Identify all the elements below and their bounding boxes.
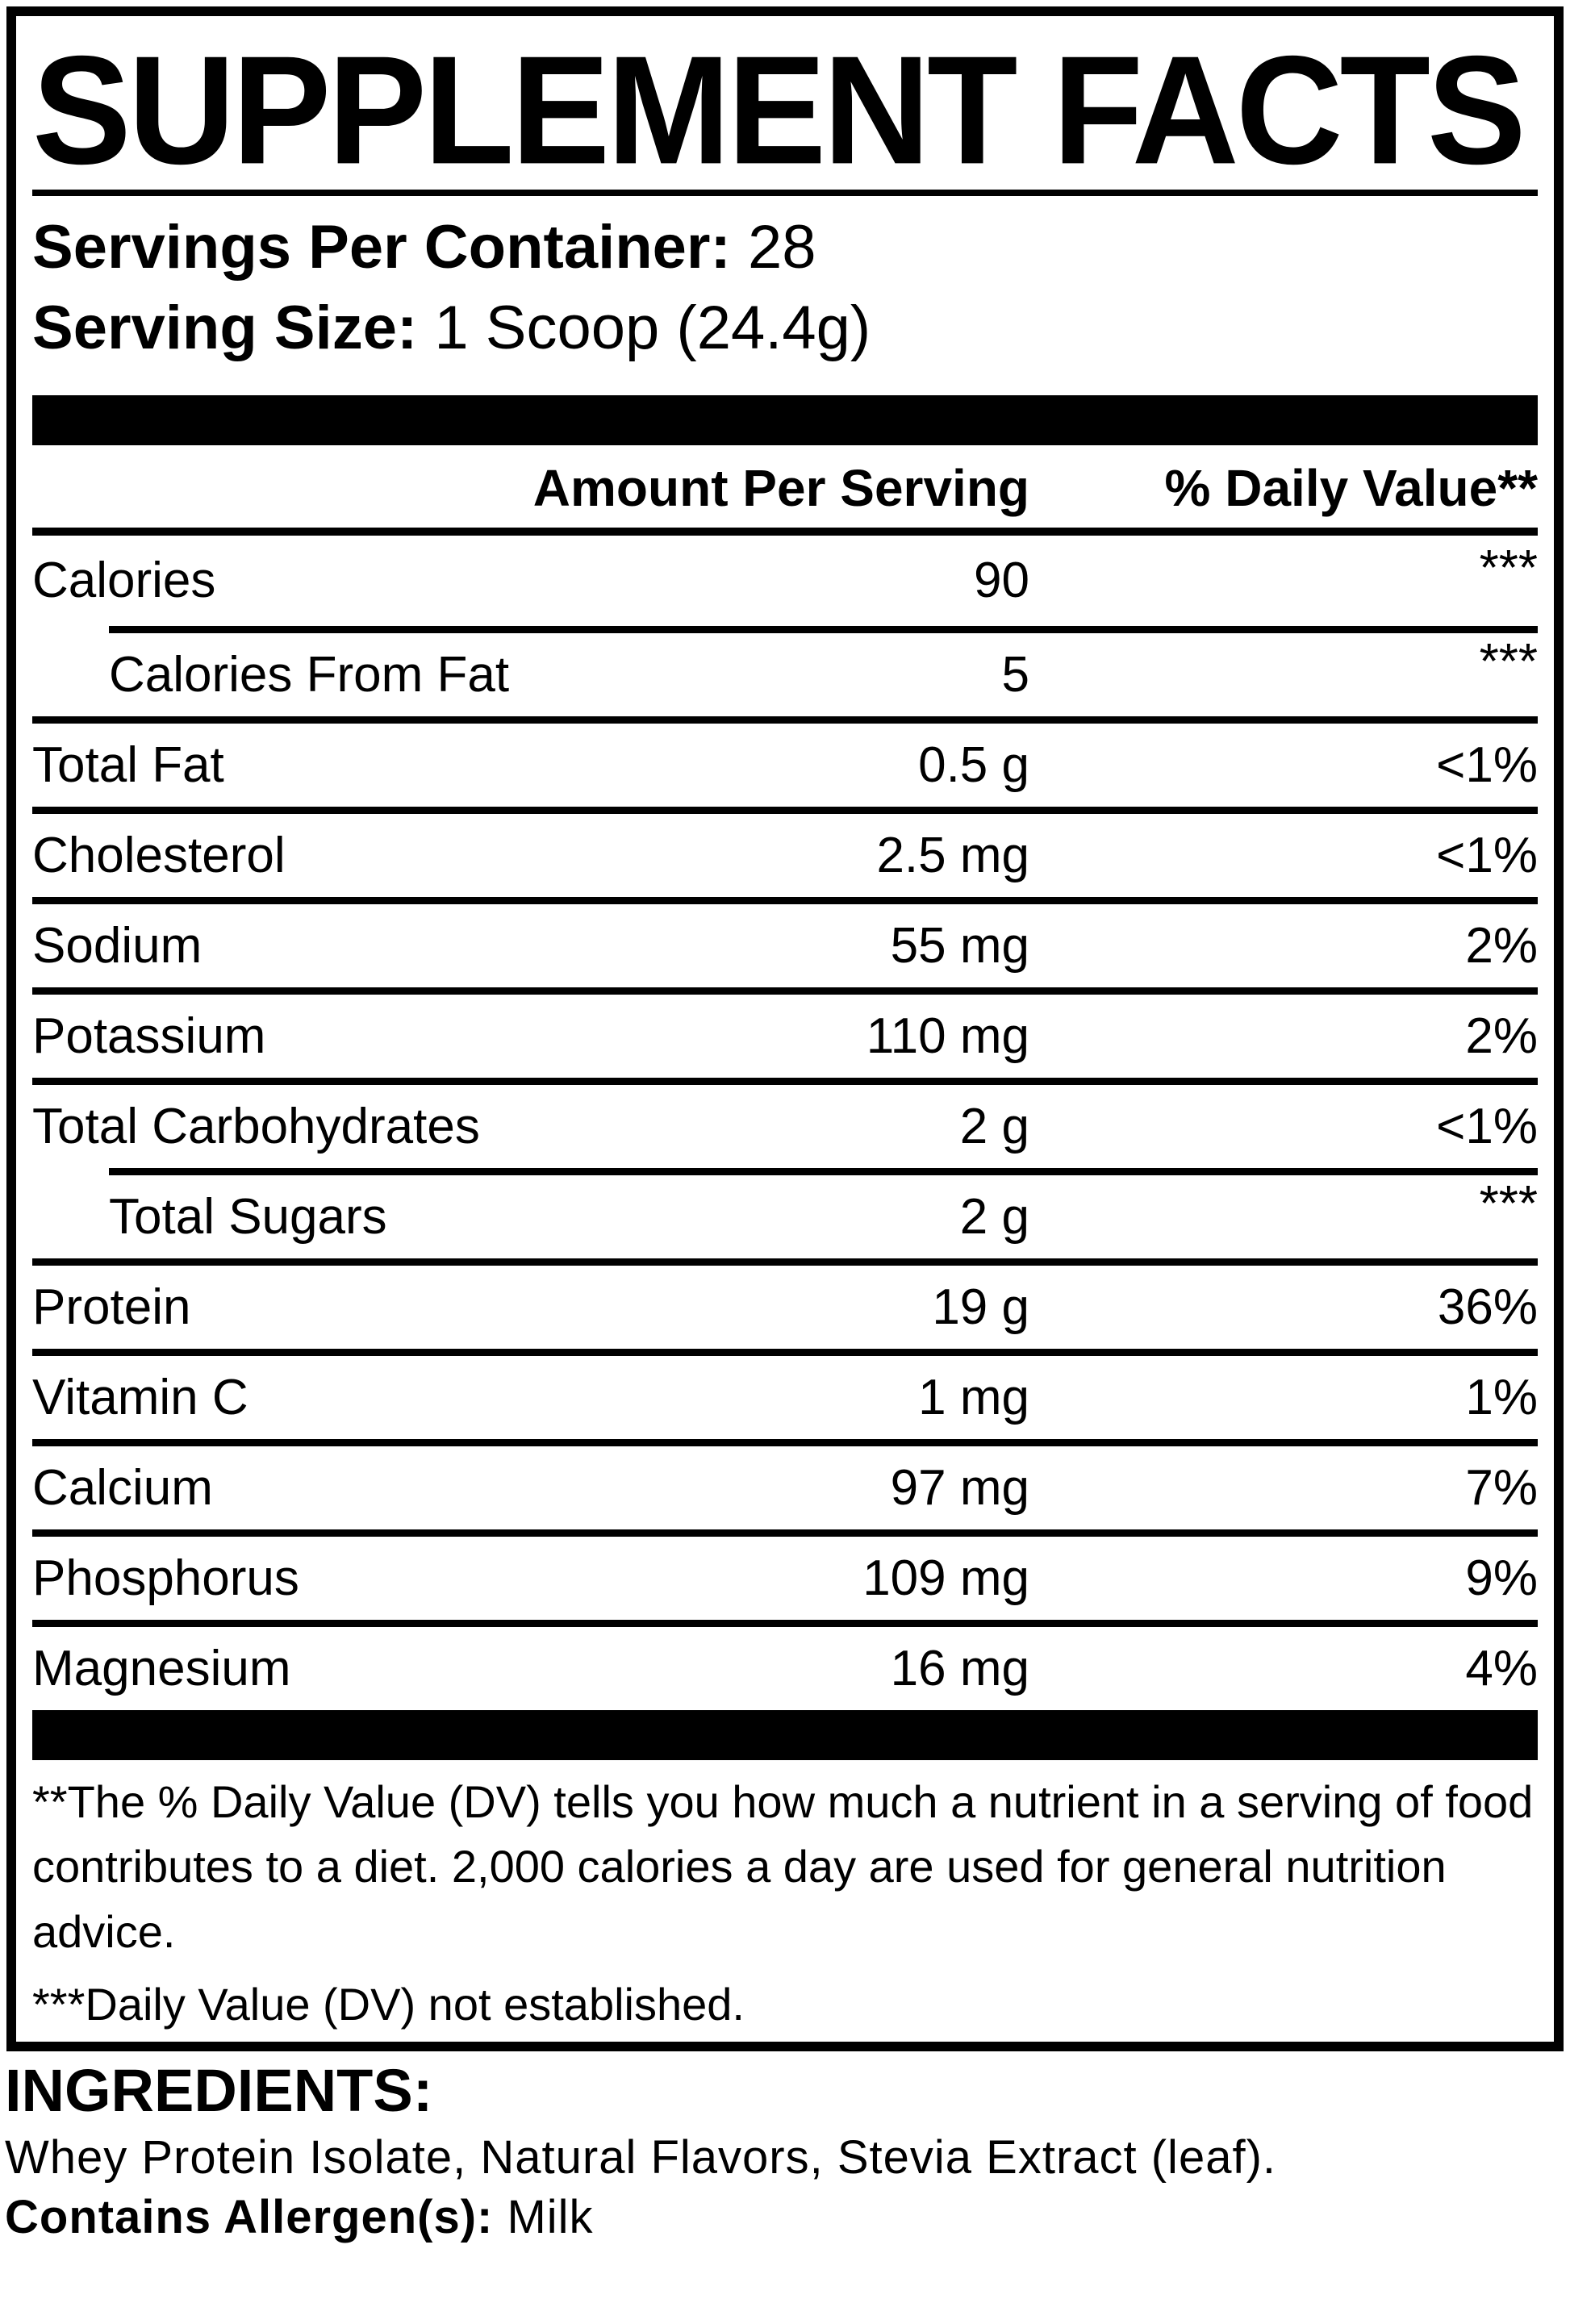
daily-value-header: % Daily Value** <box>1164 458 1538 517</box>
nutrient-amount: 5 <box>1001 646 1029 703</box>
nutrient-dv: <1% <box>1436 1098 1538 1154</box>
footnotes: **The % Daily Value (DV) tells you how m… <box>32 1760 1538 2041</box>
nutrient-name: Total Fat <box>32 736 224 793</box>
nutrient-amount: 2 g <box>959 1098 1029 1154</box>
amount-per-serving-header: Amount Per Serving <box>532 458 1029 517</box>
nutrient-dv: *** <box>1479 540 1538 596</box>
nutrient-amount: 2 g <box>959 1188 1029 1245</box>
allergen-label: Contains Allergen(s): <box>5 2190 494 2243</box>
nutrient-name: Protein <box>32 1279 191 1335</box>
label-title: SUPPLEMENT FACTS <box>32 23 1526 196</box>
nutrient-name: Phosphorus <box>32 1550 299 1606</box>
nutrient-name: Calories <box>32 553 216 609</box>
nutrient-row: Sodium 55 mg 2% <box>32 897 1538 987</box>
servings-per-container-label: Servings Per Container: <box>32 213 731 282</box>
allergen-value: Milk <box>507 2190 594 2243</box>
section-bar-bottom <box>32 1710 1538 1761</box>
ingredients-list: Whey Protein Isolate, Natural Flavors, S… <box>5 2130 1276 2184</box>
nutrient-name: Total Sugars <box>109 1188 387 1245</box>
header-divider <box>32 528 1538 536</box>
nutrient-row: Potassium 110 mg 2% <box>32 987 1538 1078</box>
column-header-row: Amount Per Serving % Daily Value** <box>32 445 1538 528</box>
nutrient-amount: 0.5 g <box>918 736 1029 793</box>
nutrient-name: Cholesterol <box>32 827 286 883</box>
footnote-daily-value: **The % Daily Value (DV) tells you how m… <box>32 1776 1534 1957</box>
nutrient-amount: 2.5 mg <box>876 827 1029 883</box>
nutrient-amount: 97 mg <box>890 1459 1029 1516</box>
nutrient-dv: 7% <box>1465 1459 1538 1516</box>
serving-size-line: Serving Size: 1 Scoop (24.4g) <box>32 293 1538 363</box>
nutrient-amount: 55 mg <box>890 917 1029 974</box>
title-divider <box>32 190 1538 197</box>
ingredients-section: INGREDIENTS: Whey Protein Isolate, Natur… <box>5 2056 1562 2243</box>
supplement-label: SUPPLEMENT FACTS Servings Per Container:… <box>6 6 1564 2051</box>
nutrient-row: Phosphorus 109 mg 9% <box>32 1529 1538 1620</box>
section-bar-top <box>32 394 1538 445</box>
servings-per-container-line: Servings Per Container: 28 <box>32 212 1538 282</box>
nutrient-dv: 9% <box>1465 1550 1538 1606</box>
serving-size-label: Serving Size: <box>32 293 418 362</box>
nutrient-dv: <1% <box>1436 736 1538 793</box>
nutrient-amount: 109 mg <box>862 1550 1029 1606</box>
nutrient-row: Calories From Fat 5 *** <box>109 626 1538 716</box>
nutrient-name: Calories From Fat <box>109 646 510 703</box>
servings-per-container-value: 28 <box>747 213 816 282</box>
nutrient-name: Vitamin C <box>32 1369 248 1425</box>
nutrient-row: Calories 90 *** <box>32 536 1538 626</box>
nutrient-row: Magnesium 16 mg 4% <box>32 1620 1538 1710</box>
nutrient-row: Calcium 97 mg 7% <box>32 1439 1538 1529</box>
nutrient-row: Protein 19 g 36% <box>32 1258 1538 1349</box>
nutrient-name: Magnesium <box>32 1640 291 1696</box>
nutrient-row: Vitamin C 1 mg 1% <box>32 1349 1538 1439</box>
nutrient-amount: 90 <box>974 553 1029 609</box>
nutrient-table: Calories 90 *** Calories From Fat 5 *** … <box>32 536 1538 1710</box>
nutrient-name: Sodium <box>32 917 203 974</box>
nutrient-dv: 1% <box>1465 1369 1538 1425</box>
nutrient-row: Total Carbohydrates 2 g <1% <box>32 1078 1538 1168</box>
nutrient-amount: 16 mg <box>890 1640 1029 1696</box>
nutrient-dv: *** <box>1479 1176 1538 1233</box>
nutrient-name: Total Carbohydrates <box>32 1098 480 1154</box>
nutrient-row: Total Fat 0.5 g <1% <box>32 716 1538 807</box>
allergen-line: Contains Allergen(s): Milk <box>5 2190 1562 2243</box>
nutrient-amount: 110 mg <box>866 1008 1029 1064</box>
ingredients-heading: INGREDIENTS: <box>5 2056 433 2124</box>
nutrient-dv: *** <box>1479 634 1538 691</box>
nutrient-dv: 36% <box>1437 1279 1538 1335</box>
nutrient-name: Potassium <box>32 1008 266 1064</box>
nutrient-row: Cholesterol 2.5 mg <1% <box>32 807 1538 897</box>
nutrient-amount: 1 mg <box>918 1369 1029 1425</box>
nutrient-dv: 2% <box>1465 1008 1538 1064</box>
nutrient-dv: 2% <box>1465 917 1538 974</box>
serving-size-value: 1 Scoop (24.4g) <box>434 293 871 362</box>
nutrient-dv: 4% <box>1465 1640 1538 1696</box>
nutrient-dv: <1% <box>1436 827 1538 883</box>
nutrient-name: Calcium <box>32 1459 213 1516</box>
footnote-not-established: ***Daily Value (DV) not established. <box>32 1978 745 2030</box>
nutrient-amount: 19 g <box>932 1279 1029 1335</box>
nutrient-row: Total Sugars 2 g *** <box>109 1168 1538 1258</box>
